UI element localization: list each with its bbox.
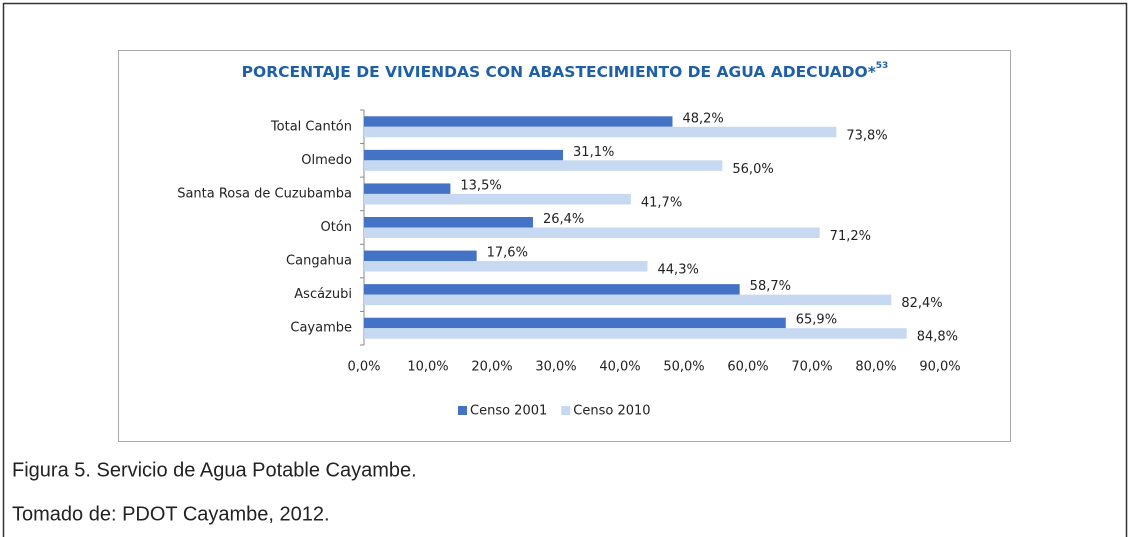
y-tick-label: Total Cantón bbox=[270, 119, 352, 134]
data-label: 17,6% bbox=[487, 246, 528, 261]
y-tick-label: Cangahua bbox=[286, 254, 352, 269]
data-label: 82,4% bbox=[901, 296, 942, 311]
x-tick-label: 0,0% bbox=[347, 360, 380, 375]
bar bbox=[364, 294, 892, 306]
bar bbox=[364, 160, 723, 171]
y-tick-label: Cayambe bbox=[290, 321, 352, 336]
bar bbox=[364, 183, 451, 194]
bar bbox=[364, 284, 740, 295]
data-label: 71,2% bbox=[830, 229, 871, 244]
data-label: 56,0% bbox=[732, 162, 773, 177]
bar bbox=[364, 116, 673, 127]
bar bbox=[364, 261, 648, 272]
data-label: 48,2% bbox=[682, 111, 723, 126]
y-tick-label: Olmedo bbox=[301, 153, 352, 168]
chart-border bbox=[118, 50, 1011, 442]
data-label: 84,8% bbox=[917, 330, 958, 345]
data-label: 26,4% bbox=[543, 212, 584, 227]
x-tick-label: 90,0% bbox=[919, 360, 960, 375]
data-label: 44,3% bbox=[658, 263, 699, 278]
chart-title: PORCENTAJE DE VIVIENDAS CON ABASTECIMIEN… bbox=[242, 61, 889, 81]
data-label: 65,9% bbox=[796, 313, 837, 328]
bar bbox=[364, 126, 837, 138]
x-tick-label: 20,0% bbox=[471, 360, 512, 375]
bar bbox=[364, 193, 631, 205]
legend-label: Censo 2001 bbox=[470, 404, 547, 419]
x-tick-label: 70,0% bbox=[791, 360, 832, 375]
data-label: 31,1% bbox=[573, 145, 614, 160]
caption: Figura 5. Servicio de Agua Potable Cayam… bbox=[12, 459, 417, 481]
bar bbox=[364, 317, 786, 329]
bar bbox=[364, 149, 564, 161]
x-tick-label: 50,0% bbox=[663, 360, 704, 375]
y-tick-label: Otón bbox=[320, 220, 352, 235]
bar bbox=[364, 328, 907, 339]
legend-swatch bbox=[561, 406, 571, 415]
legend-label: Censo 2010 bbox=[573, 404, 650, 419]
y-tick-label: Ascázubi bbox=[294, 287, 352, 302]
source: Tomado de: PDOT Cayambe, 2012. bbox=[12, 503, 330, 525]
data-label: 73,8% bbox=[846, 128, 887, 143]
data-label: 13,5% bbox=[460, 178, 501, 193]
x-tick-label: 80,0% bbox=[855, 360, 896, 375]
x-tick-label: 60,0% bbox=[727, 360, 768, 375]
y-tick-label: Santa Rosa de Cuzubamba bbox=[177, 186, 352, 201]
data-label: 41,7% bbox=[641, 195, 682, 210]
bar bbox=[364, 217, 533, 228]
bar bbox=[364, 250, 477, 262]
x-tick-label: 30,0% bbox=[535, 360, 576, 375]
legend-swatch bbox=[458, 406, 467, 415]
x-tick-label: 40,0% bbox=[599, 360, 640, 375]
title-text: PORCENTAJE DE VIVIENDAS CON ABASTECIMIEN… bbox=[242, 63, 876, 81]
data-label: 58,7% bbox=[750, 279, 791, 294]
x-tick-label: 10,0% bbox=[407, 360, 448, 375]
title-superscript: 53 bbox=[876, 61, 889, 71]
bar bbox=[364, 227, 820, 238]
